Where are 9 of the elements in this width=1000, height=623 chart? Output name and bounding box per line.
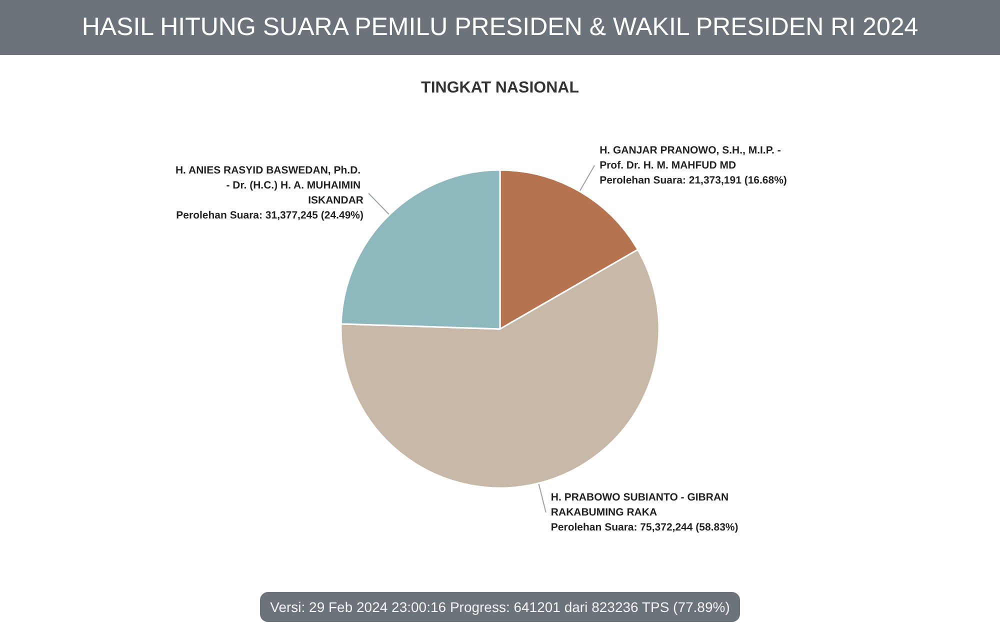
data-label: Perolehan Suara: 21,373,191 (16.68%) [600,174,787,186]
slice-label: H. GANJAR PRANOWO, S.H., M.I.P. - Prof. Dr. H. M. MAHFUD MD [600,144,784,172]
chart-subtitle: TINGKAT NASIONAL [421,80,580,96]
data-label: Perolehan Suara: 31,377,245 (24.49%) [176,210,364,222]
slice-label: H. ANIES RASYID BASWEDAN, Ph.D. - Dr. (H.C.) H. A. MUHAIMIN ISKANDAR [175,164,364,207]
text: Versi: 29 Feb 2024 23:00:16 Progress: 641201 dari 823236 TPS (77.89%) [260,592,740,622]
chart-title: HASIL HITUNG SUARA PEMILU PRESIDEN & WAKIL PRESIDEN RI 2024 [0,0,1000,55]
data-label: Perolehan Suara: 75,372,244 (58.83%) [550,521,738,534]
slice-label: H. PRABOWO SUBIANTO - GIBRAN RAKABUMING RAKA [550,491,732,518]
